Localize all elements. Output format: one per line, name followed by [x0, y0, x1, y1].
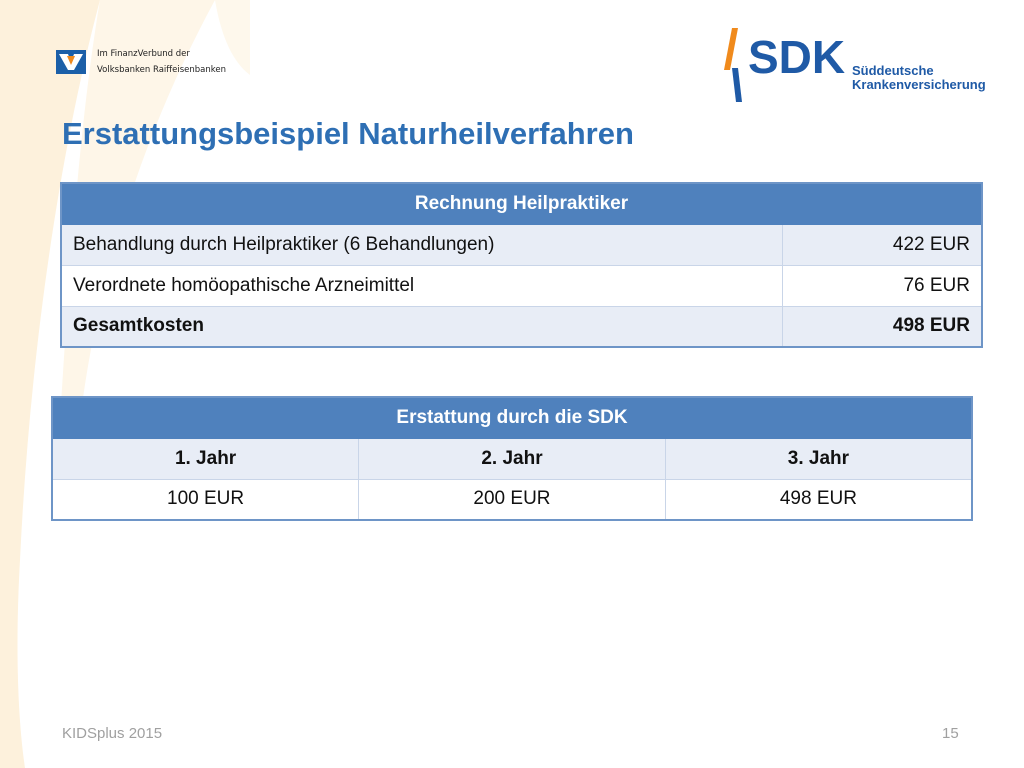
sdk-wordmark: SDK — [748, 31, 846, 83]
partner-line-1: Im FinanzVerbund der — [97, 49, 190, 59]
invoice-amount: 422 EUR — [781, 223, 983, 266]
refund-amount-3: 498 EUR — [664, 478, 973, 521]
invoice-label: Verordnete homöopathische Arzneimittel — [60, 264, 783, 307]
refund-amount-1: 100 EUR — [51, 478, 360, 521]
sdk-logo: SDK Süddeutsche Krankenversicherung — [718, 26, 986, 104]
invoice-header-row: Rechnung Heilpraktiker — [60, 182, 983, 225]
page-number: 15 — [942, 725, 959, 742]
refund-header: Erstattung durch die SDK — [51, 396, 973, 439]
refund-table: Erstattung durch die SDK 1. Jahr 2. Jahr… — [51, 396, 973, 521]
refund-amount-2: 200 EUR — [358, 478, 666, 521]
sdk-bars-icon — [724, 28, 742, 102]
refund-years-row: 1. Jahr 2. Jahr 3. Jahr — [51, 437, 973, 480]
page-title: Erstattungsbeispiel Naturheilverfahren — [62, 116, 634, 151]
refund-year-1: 1. Jahr — [51, 437, 360, 480]
refund-year-2: 2. Jahr — [358, 437, 666, 480]
volksbank-logo-icon — [56, 50, 86, 74]
invoice-amount: 76 EUR — [781, 264, 983, 307]
partner-line-2: Volksbanken Raiffeisenbanken — [97, 65, 227, 75]
sdk-subtitle-2: Krankenversicherung — [852, 77, 986, 92]
invoice-total-label: Gesamtkosten — [60, 305, 783, 348]
invoice-label: Behandlung durch Heilpraktiker (6 Behand… — [60, 223, 783, 266]
refund-header-row: Erstattung durch die SDK — [51, 396, 973, 439]
refund-year-3: 3. Jahr — [664, 437, 973, 480]
partner-logo: Im FinanzVerbund der Volksbanken Raiffei… — [56, 46, 226, 78]
invoice-table: Rechnung Heilpraktiker Behandlung durch … — [60, 182, 983, 348]
sdk-subtitle-1: Süddeutsche — [852, 63, 934, 78]
footer-label: KIDSplus 2015 — [62, 725, 163, 742]
table-row: Verordnete homöopathische Arzneimittel 7… — [60, 264, 983, 307]
invoice-total-amount: 498 EUR — [781, 305, 983, 348]
table-row-total: Gesamtkosten 498 EUR — [60, 305, 983, 348]
invoice-header: Rechnung Heilpraktiker — [60, 182, 983, 225]
table-row: Behandlung durch Heilpraktiker (6 Behand… — [60, 223, 983, 266]
refund-amounts-row: 100 EUR 200 EUR 498 EUR — [51, 478, 973, 521]
